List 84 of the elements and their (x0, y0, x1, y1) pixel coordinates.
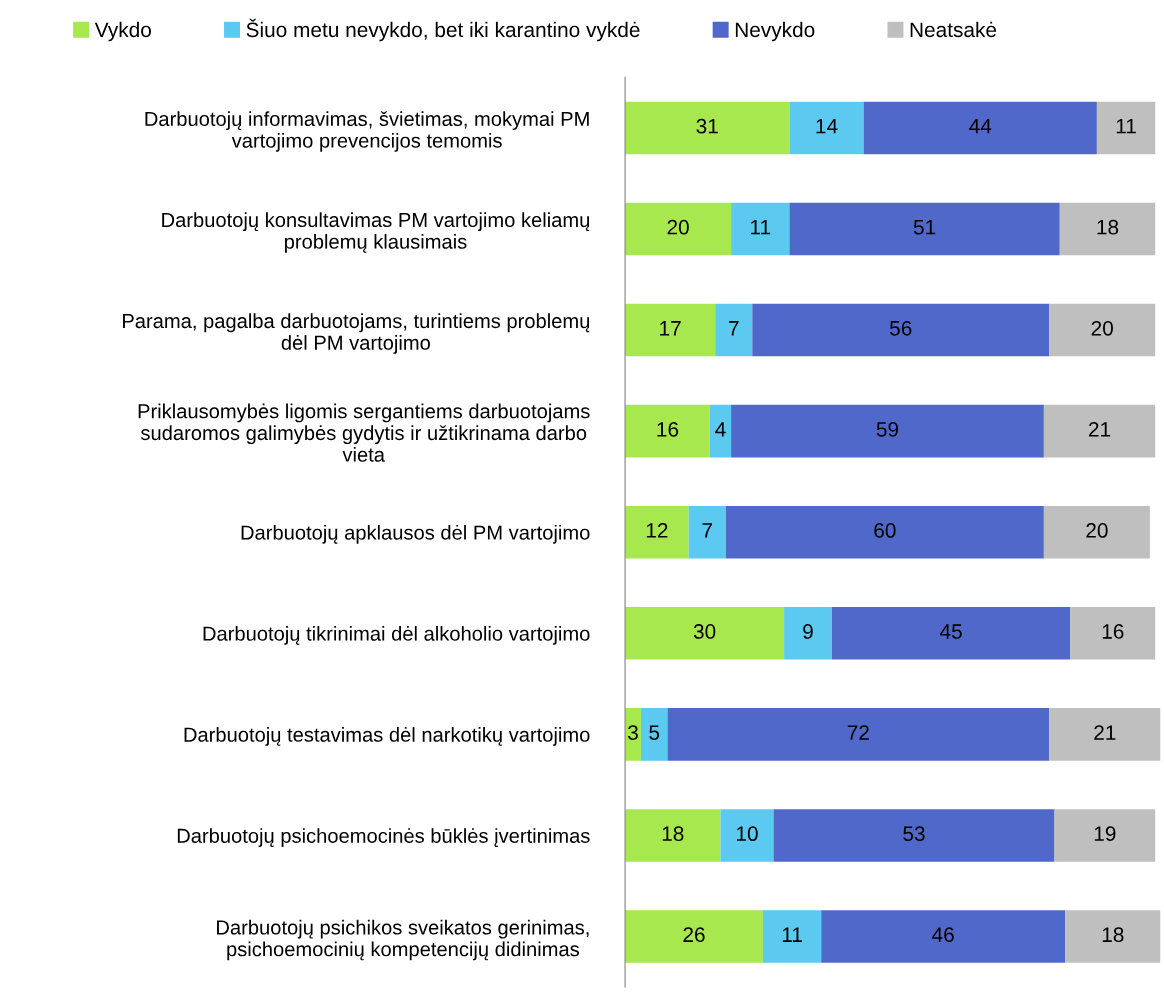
bar (688, 505, 726, 559)
bar (640, 708, 668, 761)
y-tick-label: Darbuotojų psichikos sveikatos gerinimas, psichoemocinių kompetencijų didinimas (217, 919, 589, 961)
bar (625, 607, 785, 660)
data-label: 51 (913, 220, 936, 235)
bar (1070, 607, 1156, 660)
data-label: 11 (1116, 118, 1136, 134)
bar (1043, 505, 1150, 559)
bar (1065, 910, 1161, 963)
bar (1049, 708, 1161, 761)
data-label: 53 (903, 826, 925, 842)
bar (1043, 404, 1156, 458)
bar (784, 607, 832, 660)
bar (731, 404, 1044, 458)
y-tick-label: Priklausomybės ligomis sergantiems darbuotojams sudaromos galimybės gydytis ir užtikrinama darbo vieta (138, 403, 590, 462)
bar (625, 202, 732, 256)
legend-label: Neatsakė (910, 21, 997, 38)
data-label: 46 (932, 927, 954, 943)
bar (667, 708, 1050, 761)
data-label: 44 (969, 118, 992, 134)
data-label: 17 (660, 321, 681, 336)
data-label: 72 (847, 725, 869, 740)
data-label: 7 (729, 321, 739, 336)
data-label: 20 (667, 219, 689, 235)
bar (789, 101, 864, 155)
bar (625, 910, 763, 963)
bar (831, 607, 1071, 660)
data-label: 59 (876, 421, 899, 437)
y-tick-label: Darbuotojų informavimas, švietimas, mokymai PM vartojimo prevencijos temomis (145, 111, 589, 152)
bar (762, 910, 822, 963)
y-tick-label: Darbuotojų tikrinimai dėl alkoholio vartojimo (203, 625, 590, 645)
data-label: 30 (693, 624, 716, 639)
data-label: 20 (1091, 320, 1113, 336)
bar (1059, 202, 1156, 256)
data-label: 18 (1102, 927, 1124, 943)
bar (731, 202, 790, 256)
data-label: 3 (628, 725, 638, 740)
bar (709, 404, 732, 458)
data-label: 18 (662, 826, 684, 842)
data-label: 16 (1102, 624, 1124, 639)
legend-label: Vykdo (94, 21, 151, 42)
data-label: 21 (1094, 725, 1116, 740)
bar (1096, 101, 1156, 155)
bar (625, 505, 689, 559)
bar (625, 101, 790, 155)
data-label: 4 (715, 422, 726, 437)
data-label: 18 (1097, 219, 1119, 235)
data-label: 56 (889, 320, 912, 336)
legend-label: Nevykdo (735, 21, 815, 42)
data-label: 14 (816, 118, 838, 134)
data-label: 12 (646, 523, 668, 538)
y-tick-label: Darbuotojų konsultavimas PM vartojimo keliamų problemų klausimais (162, 212, 590, 253)
data-label: 11 (751, 220, 771, 235)
data-label: 60 (874, 523, 896, 538)
data-label: 26 (683, 927, 705, 943)
data-label: 31 (696, 118, 718, 134)
bar (863, 101, 1097, 155)
y-tick-label: Parama, pagalba darbuotojams, turintiems problemų dėl PM vartojimo (123, 313, 590, 354)
y-tick-label: Darbuotojų apklausos dėl PM vartojimo (241, 524, 590, 544)
data-label: 16 (657, 421, 679, 437)
bar (821, 910, 1066, 963)
bar (752, 303, 1050, 357)
data-label: 11 (782, 927, 802, 942)
data-label: 9 (803, 624, 813, 639)
bar (773, 809, 1055, 862)
data-label: 45 (940, 624, 962, 639)
y-tick-label: Darbuotojų testavimas dėl narkotikų vartojimo (184, 727, 590, 746)
bar (720, 809, 774, 862)
data-label: 5 (649, 725, 660, 740)
bar (1054, 809, 1156, 862)
legend-label: Šiuo metu nevykdo, bet iki karantino vykdė (246, 18, 640, 42)
bar (1049, 303, 1156, 357)
bar (789, 202, 1060, 256)
bar (625, 809, 721, 862)
data-label: 7 (702, 523, 712, 538)
bar (715, 303, 753, 357)
data-label: 19 (1094, 826, 1116, 842)
bar (725, 505, 1044, 559)
data-label: 20 (1086, 523, 1108, 538)
bar (625, 303, 716, 357)
data-label: 10 (737, 826, 758, 842)
y-tick-label: Darbuotojų psichoemocinės būklės įvertinimas (177, 828, 590, 847)
bar (625, 404, 710, 458)
data-label: 21 (1089, 421, 1111, 437)
